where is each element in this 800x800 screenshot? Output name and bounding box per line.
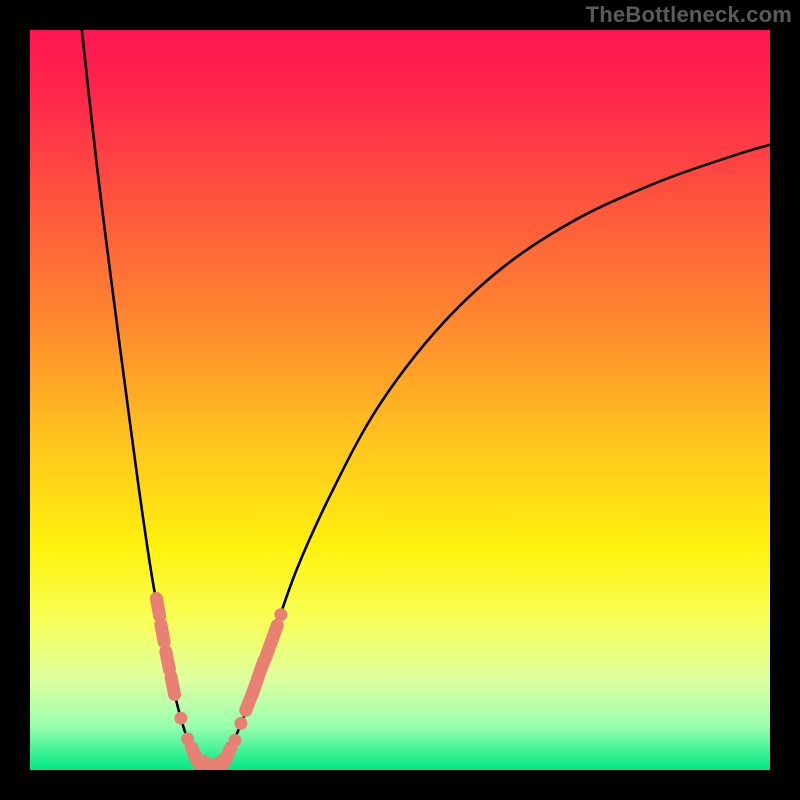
stage: TheBottleneck.com bbox=[0, 0, 800, 800]
marker-capsule bbox=[156, 598, 159, 616]
marker-round bbox=[274, 608, 287, 621]
watermark-text: TheBottleneck.com bbox=[586, 2, 792, 28]
marker-capsule bbox=[171, 677, 175, 695]
plot-background bbox=[30, 30, 770, 770]
plot-area bbox=[30, 30, 770, 770]
plot-svg bbox=[30, 30, 770, 770]
marker-round bbox=[228, 734, 241, 747]
marker-capsule bbox=[166, 652, 170, 670]
marker-round bbox=[234, 717, 247, 730]
marker-capsule bbox=[223, 748, 231, 764]
marker-capsule bbox=[271, 625, 277, 642]
marker-round bbox=[174, 712, 187, 725]
marker-capsule bbox=[161, 624, 164, 642]
